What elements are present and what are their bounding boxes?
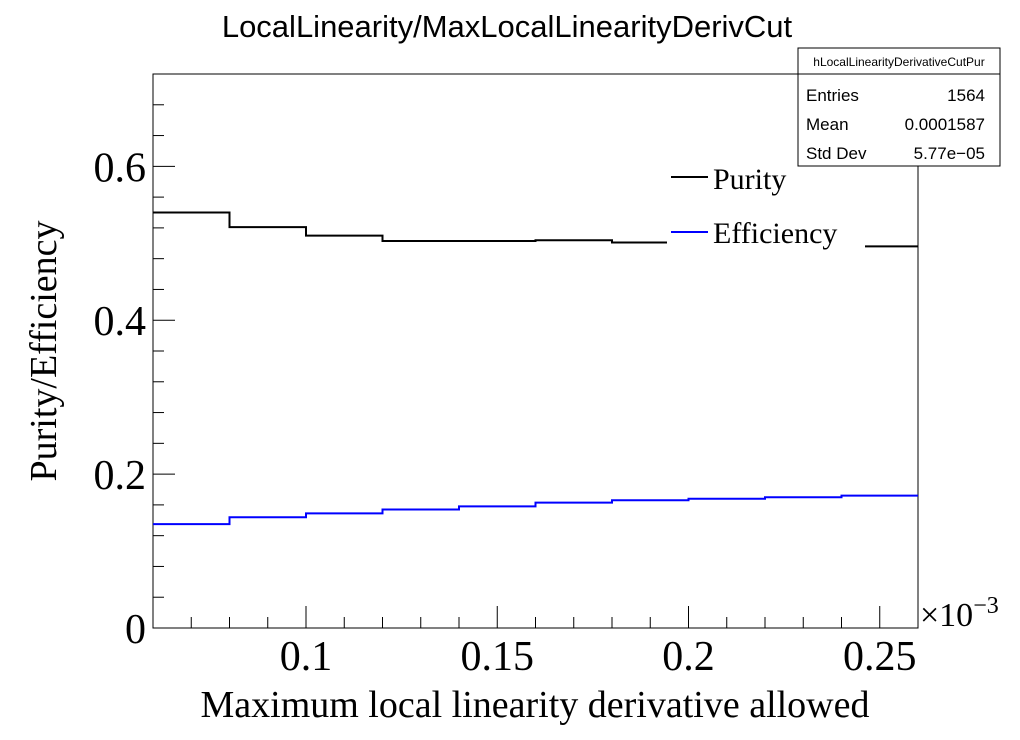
x-tick-label: 0.2 xyxy=(662,634,715,680)
legend: Purity Efficiency xyxy=(667,150,865,258)
stats-mean-value: 0.0001587 xyxy=(905,115,985,134)
tick-labels: 0.1 0.15 0.2 0.25 0 0.2 0.4 0.6 xyxy=(94,145,917,680)
x-multiplier-base: ×10 xyxy=(920,597,973,634)
stats-entries-value: 1564 xyxy=(947,86,985,105)
y-tick-label: 0.6 xyxy=(94,145,147,191)
x-axis-title: Maximum local linearity derivative allow… xyxy=(200,684,869,726)
x-tick-label: 0.1 xyxy=(280,634,333,680)
y-tick-label: 0.4 xyxy=(94,299,147,345)
stats-entries-label: Entries xyxy=(806,86,859,105)
stats-histogram-name: hLocalLinearityDerivativeCutPur xyxy=(813,55,984,69)
axis-ticks xyxy=(152,73,919,629)
legend-label-purity: Purity xyxy=(713,163,786,196)
stats-stddev-label: Std Dev xyxy=(806,144,867,163)
x-multiplier-exponent: −3 xyxy=(973,593,999,619)
legend-background xyxy=(667,150,865,258)
stats-mean-label: Mean xyxy=(806,115,849,134)
x-axis-multiplier: ×10−3 xyxy=(920,593,999,634)
x-tick-label: 0.15 xyxy=(461,634,535,680)
x-tick-label: 0.25 xyxy=(843,634,917,680)
stats-box: hLocalLinearityDerivativeCutPur Entries … xyxy=(797,47,1001,167)
stats-stddev-value: 5.77e−05 xyxy=(914,144,985,163)
y-tick-label: 0 xyxy=(125,607,146,653)
series-efficiency-line xyxy=(153,494,918,526)
stats-box-frame xyxy=(797,47,1001,167)
y-tick-label: 0.2 xyxy=(94,453,147,499)
legend-label-efficiency: Efficiency xyxy=(713,217,837,250)
y-axis-title: Purity/Efficiency xyxy=(23,220,65,481)
chart-title: LocalLinearity/MaxLocalLinearityDerivCut xyxy=(222,9,793,44)
